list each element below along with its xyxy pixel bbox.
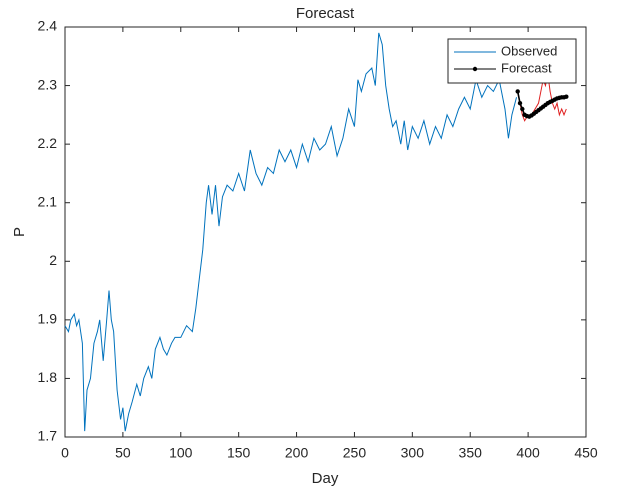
x-axis-label: Day: [312, 470, 339, 487]
legend-box: [447, 38, 577, 84]
y-tick-label: 2.2: [38, 135, 58, 151]
legend: Observed Forecast: [447, 38, 577, 84]
chart-title: Forecast: [296, 5, 355, 22]
marker: [520, 106, 525, 112]
x-tick-label: 200: [285, 445, 309, 461]
x-tick-label: 450: [574, 445, 598, 461]
y-axis-label: P: [11, 227, 28, 237]
y-tick-label: 1.8: [38, 369, 58, 385]
series-line: [64, 32, 518, 432]
plot-area: [64, 26, 587, 438]
legend-marker: [472, 66, 478, 72]
marker: [517, 100, 523, 106]
x-tick-label: 50: [115, 445, 131, 461]
y-tick-label: 2.1: [38, 193, 58, 209]
x-tick-label: 250: [343, 445, 367, 461]
y-tick-label: 2: [49, 252, 57, 268]
marker: [564, 94, 569, 99]
legend-label: Forecast: [501, 60, 552, 75]
x-tick-label: 350: [459, 445, 483, 461]
x-tick-label: 100: [169, 445, 193, 461]
y-tick-label: 2.4: [38, 18, 58, 34]
marker: [515, 89, 520, 94]
y-tick-label: 1.7: [38, 428, 58, 444]
x-tick-label: 300: [401, 445, 425, 461]
x-tick-label: 400: [516, 445, 540, 461]
y-tick-label: 2.3: [38, 76, 58, 92]
y-tick-label: 1.9: [38, 311, 58, 327]
legend-label: Observed: [501, 43, 557, 58]
x-tick-label: 0: [61, 445, 69, 461]
x-tick-label: 150: [227, 445, 251, 461]
